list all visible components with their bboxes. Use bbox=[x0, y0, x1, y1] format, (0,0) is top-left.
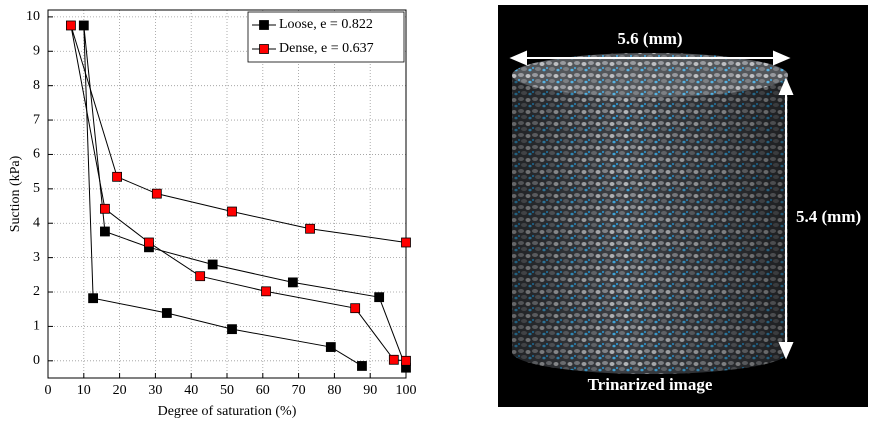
x-tick-label: 50 bbox=[220, 383, 234, 398]
x-tick-label: 70 bbox=[292, 383, 306, 398]
y-tick-label: 10 bbox=[26, 9, 40, 24]
plot-frame bbox=[47, 9, 407, 379]
y-tick-label: 5 bbox=[33, 181, 40, 196]
marker bbox=[88, 293, 99, 304]
y-tick-label: 7 bbox=[33, 112, 40, 127]
marker bbox=[112, 171, 122, 182]
x-tick-label: 100 bbox=[396, 383, 417, 398]
arrow-head bbox=[778, 77, 794, 95]
legend-box bbox=[247, 11, 405, 63]
x-tick-label: 90 bbox=[363, 383, 377, 398]
marker bbox=[100, 203, 110, 214]
legend-label: Loose, e = 0.822 bbox=[279, 17, 373, 32]
legend-label: Dense, e = 0.637 bbox=[279, 41, 374, 56]
marker bbox=[227, 324, 237, 335]
x-tick-label: 80 bbox=[327, 383, 341, 398]
arrow-head bbox=[773, 50, 791, 66]
dimension-arrows bbox=[509, 50, 794, 360]
y-tick-label: 9 bbox=[33, 43, 40, 58]
y-tick-label: 1 bbox=[33, 319, 40, 334]
image-caption: Trinarized image bbox=[588, 375, 713, 394]
chart: 0 10 20 30 40 50 60 70 80 90 100 0 1 2 3 4 5 6 7 8 9 10 Degree… bbox=[8, 9, 416, 419]
x-tick-label: 40 bbox=[184, 383, 198, 398]
marker bbox=[227, 206, 237, 217]
y-tick-label: 6 bbox=[33, 147, 40, 162]
arrow-head bbox=[778, 342, 794, 360]
marker bbox=[161, 308, 172, 318]
y-axis-label: Suction (kPa) bbox=[8, 155, 23, 232]
y-tick-label: 2 bbox=[33, 284, 40, 299]
marker bbox=[374, 292, 385, 303]
cylinder-top bbox=[512, 53, 788, 97]
marker bbox=[151, 188, 162, 199]
cylinder-top-light bbox=[512, 53, 788, 97]
marker bbox=[287, 277, 298, 288]
x-tick-label: 20 bbox=[113, 383, 127, 398]
marker bbox=[305, 223, 315, 234]
marker bbox=[100, 226, 110, 237]
legend-marker bbox=[259, 20, 269, 30]
y-tick-label: 4 bbox=[33, 215, 40, 230]
cylinder-shading bbox=[512, 75, 788, 374]
width-label: 5.6 (mm) bbox=[617, 29, 682, 48]
x-axis-label: Degree of saturation (%) bbox=[158, 404, 297, 419]
marker bbox=[144, 237, 154, 248]
x-tick-label: 10 bbox=[77, 383, 91, 398]
marker bbox=[325, 342, 336, 352]
x-tick-label: 60 bbox=[256, 383, 270, 398]
marker bbox=[388, 354, 399, 365]
x-tick-label: 30 bbox=[148, 383, 162, 398]
marker bbox=[207, 259, 218, 270]
marker bbox=[350, 303, 361, 314]
specimen-image: 5.6 (mm) 5.4 (mm) Trinarized image bbox=[498, 5, 868, 407]
legend-marker bbox=[259, 44, 269, 54]
y-tick-label: 0 bbox=[33, 353, 40, 368]
arrow-head bbox=[509, 50, 527, 66]
series-line bbox=[83, 25, 407, 368]
marker bbox=[357, 361, 367, 371]
y-tick-label: 3 bbox=[33, 250, 40, 265]
marker bbox=[78, 20, 89, 31]
marker bbox=[401, 237, 411, 248]
marker bbox=[401, 355, 411, 366]
y-tick-label: 8 bbox=[33, 78, 40, 93]
marker bbox=[195, 271, 206, 282]
x-tick-label: 0 bbox=[45, 383, 52, 398]
height-label: 5.4 (mm) bbox=[796, 207, 861, 226]
marker bbox=[66, 20, 76, 31]
marker bbox=[261, 286, 271, 297]
